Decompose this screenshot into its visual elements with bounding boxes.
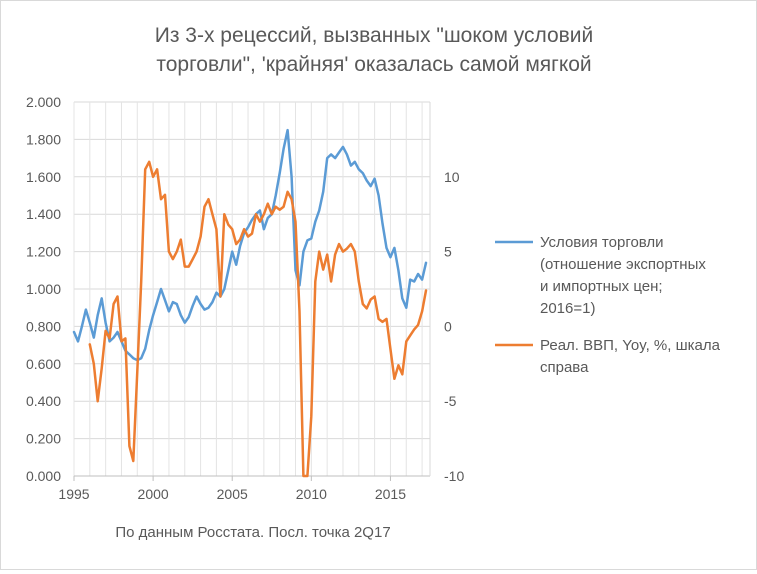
left-tick-label: 1.200	[26, 244, 61, 260]
left-axis-ticks: 0.000 0.200 0.400 0.600 0.800 1.000 1.200 1.400…	[26, 94, 61, 484]
axes	[74, 102, 431, 477]
series-line-1	[72, 128, 428, 362]
left-tick-label: 0.800	[26, 318, 61, 334]
right-tick-label: -5	[444, 393, 457, 409]
left-tick-label: 1.000	[26, 281, 61, 297]
legend-label-2: справа	[540, 359, 589, 376]
left-tick-label: 1.600	[26, 169, 61, 185]
source-note: По данным Росстата. Посл. точка 2Q17	[115, 524, 390, 541]
legend-label-1: и импортных цен;	[540, 278, 663, 295]
series-lines	[72, 128, 428, 478]
legend-label-1: (отношение экспортных	[540, 256, 706, 273]
x-axis-ticks: 1995 2000 2005 2010 2015	[58, 476, 406, 502]
left-tick-label: 0.600	[26, 356, 61, 372]
left-tick-label: 0.400	[26, 393, 61, 409]
x-tick-label: 1995	[58, 486, 89, 502]
chart-title-line-1: Из 3-х рецессий, вызванных "шоком услови…	[155, 24, 594, 47]
right-tick-label: 0	[444, 318, 452, 334]
legend-label-2: Реал. ВВП, Yoy, %, шкала	[540, 337, 721, 354]
left-tick-label: 0.000	[26, 468, 61, 484]
right-tick-label: 5	[444, 244, 452, 260]
legend: Условия торговли (отношение экспортных и и…	[495, 234, 721, 376]
legend-label-1: Условия торговли	[540, 234, 664, 251]
x-tick-label: 2000	[138, 486, 169, 502]
left-tick-label: 1.800	[26, 131, 61, 147]
left-tick-label: 2.000	[26, 94, 61, 110]
right-tick-label: 10	[444, 169, 460, 185]
gridlines	[73, 101, 430, 477]
legend-label-1: 2016=1)	[540, 300, 595, 317]
series-line-2	[88, 160, 428, 478]
left-tick-label: 1.400	[26, 206, 61, 222]
right-tick-label: -10	[444, 468, 464, 484]
left-tick-label: 0.200	[26, 431, 61, 447]
x-tick-label: 2010	[296, 486, 327, 502]
right-axis-ticks: -10 -5 0 5 10	[444, 169, 464, 484]
x-tick-label: 2005	[217, 486, 248, 502]
x-tick-label: 2015	[375, 486, 406, 502]
chart-title-line-2: торговли", 'крайняя' оказалась самой мяг…	[156, 53, 591, 76]
